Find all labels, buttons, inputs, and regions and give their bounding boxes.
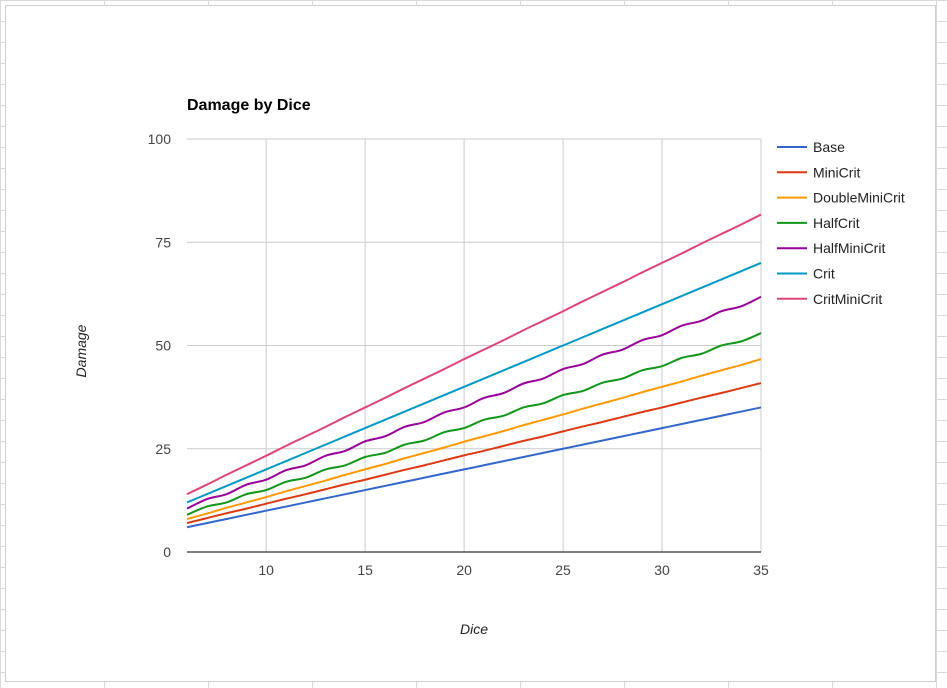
x-tick-label: 20 [456,562,472,578]
x-tick-label: 10 [258,562,274,578]
series-line-halfminicrit [186,295,762,510]
y-tick-label: 75 [155,234,171,250]
y-tick-label: 100 [148,131,172,147]
axes: 0 25 50 75 100 10 15 20 25 30 35 [148,131,769,578]
legend: Base MiniCrit DoubleMiniCrit HalfCrit HalfMi… [777,139,905,307]
y-tick-label: 50 [155,338,171,354]
series-line-doubleminicrit [186,358,762,520]
series-line-base [186,406,762,529]
chart-title: Damage by Dice [187,97,311,114]
series-line-minicrit [186,382,762,525]
legend-label-halfcrit: HalfCrit [813,215,860,231]
x-axis-title: Dice [460,621,488,637]
y-tick-label: 25 [155,441,171,457]
legend-label-minicrit: MiniCrit [813,164,861,180]
legend-label-doubleminicrit: DoubleMiniCrit [813,190,905,206]
legend-label-critminicrit: CritMiniCrit [813,291,882,307]
x-tick-label: 25 [555,562,571,578]
series-line-critminicrit [186,213,762,496]
legend-label-crit: Crit [813,266,835,282]
series-line-halfcrit [186,332,762,516]
legend-label-base: Base [813,139,845,155]
legend-label-halfminicrit: HalfMiniCrit [813,240,885,256]
series-lines [186,213,762,529]
y-tick-label: 0 [163,544,171,560]
line-chart: Damage by Dice 0 25 50 75 100 10 15 20 25 30 35 Ba… [73,97,905,637]
chart-container: Damage by Dice 0 25 50 75 100 10 15 20 25 30 35 Ba… [5,5,936,682]
y-axis-title: Damage [73,324,89,377]
x-tick-label: 30 [654,562,670,578]
x-tick-label: 35 [753,562,769,578]
series-line-crit [186,261,762,504]
x-tick-label: 15 [357,562,373,578]
gridlines [187,138,762,552]
